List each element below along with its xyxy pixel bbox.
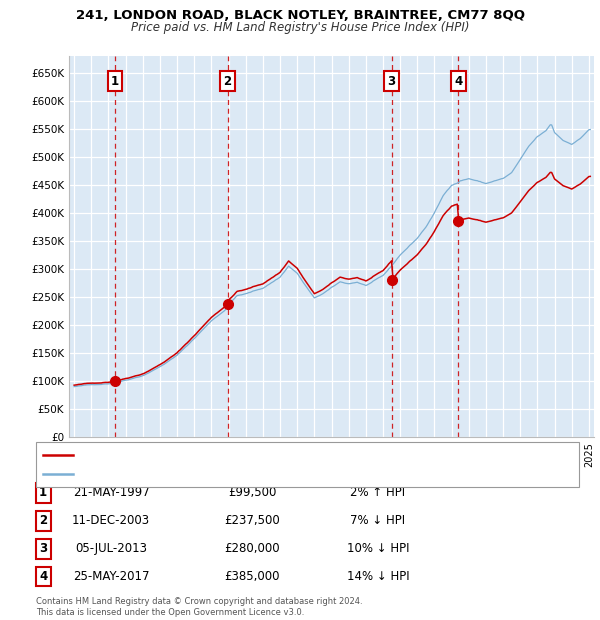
- Text: 05-JUL-2013: 05-JUL-2013: [75, 542, 147, 555]
- Text: HPI: Average price, detached house, Braintree: HPI: Average price, detached house, Brai…: [77, 469, 318, 479]
- Text: 21-MAY-1997: 21-MAY-1997: [73, 487, 149, 499]
- Text: 2% ↑ HPI: 2% ↑ HPI: [350, 487, 406, 499]
- Text: Contains HM Land Registry data © Crown copyright and database right 2024.
This d: Contains HM Land Registry data © Crown c…: [36, 598, 362, 617]
- Text: Price paid vs. HM Land Registry's House Price Index (HPI): Price paid vs. HM Land Registry's House …: [131, 21, 469, 34]
- Text: £99,500: £99,500: [228, 487, 276, 499]
- Text: £280,000: £280,000: [224, 542, 280, 555]
- Text: 1: 1: [39, 487, 47, 499]
- Text: 4: 4: [39, 570, 47, 583]
- Text: £385,000: £385,000: [224, 570, 280, 583]
- Text: 3: 3: [388, 74, 396, 87]
- Text: 241, LONDON ROAD, BLACK NOTLEY, BRAINTREE, CM77 8QQ: 241, LONDON ROAD, BLACK NOTLEY, BRAINTRE…: [76, 9, 524, 22]
- Text: 2: 2: [223, 74, 232, 87]
- Text: 14% ↓ HPI: 14% ↓ HPI: [347, 570, 409, 583]
- Text: 4: 4: [454, 74, 463, 87]
- Text: 25-MAY-2017: 25-MAY-2017: [73, 570, 149, 583]
- Text: 3: 3: [39, 542, 47, 555]
- Text: £237,500: £237,500: [224, 515, 280, 527]
- Text: 7% ↓ HPI: 7% ↓ HPI: [350, 515, 406, 527]
- Text: 10% ↓ HPI: 10% ↓ HPI: [347, 542, 409, 555]
- Text: 1: 1: [111, 74, 119, 87]
- Text: 2: 2: [39, 515, 47, 527]
- Text: 241, LONDON ROAD, BLACK NOTLEY, BRAINTREE, CM77 8QQ (detached house): 241, LONDON ROAD, BLACK NOTLEY, BRAINTRE…: [77, 450, 490, 459]
- Text: 11-DEC-2003: 11-DEC-2003: [72, 515, 150, 527]
